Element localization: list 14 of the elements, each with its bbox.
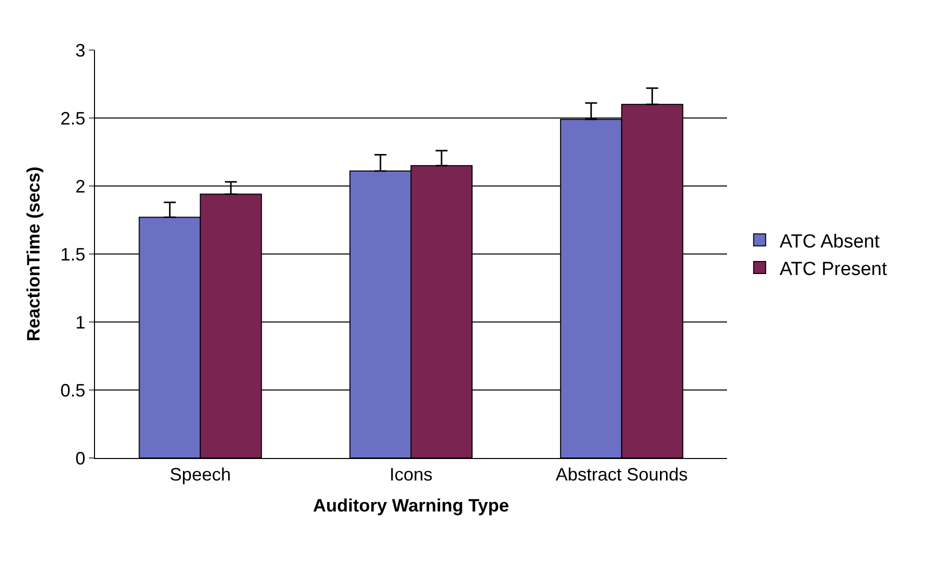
x-axis-title: Auditory Warning Type bbox=[313, 496, 509, 516]
y-tick-label: 0.5 bbox=[60, 380, 86, 400]
y-tick-label: 1.5 bbox=[60, 244, 86, 264]
legend-label: ATC Absent bbox=[780, 231, 880, 252]
legend-label: ATC Present bbox=[780, 258, 888, 280]
y-tick-label: 2.5 bbox=[60, 108, 86, 128]
y-tick-label: 1 bbox=[75, 312, 86, 332]
y-tick-label: 3 bbox=[75, 40, 86, 60]
x-tick-label: Speech bbox=[170, 464, 231, 485]
y-axis-title: ReactionTime (secs) bbox=[24, 166, 44, 342]
y-tick-label: 2 bbox=[75, 176, 86, 196]
y-tick-label: 0 bbox=[75, 448, 86, 468]
x-tick-label: Icons bbox=[389, 464, 433, 485]
x-tick-label: Abstract Sounds bbox=[556, 464, 688, 485]
